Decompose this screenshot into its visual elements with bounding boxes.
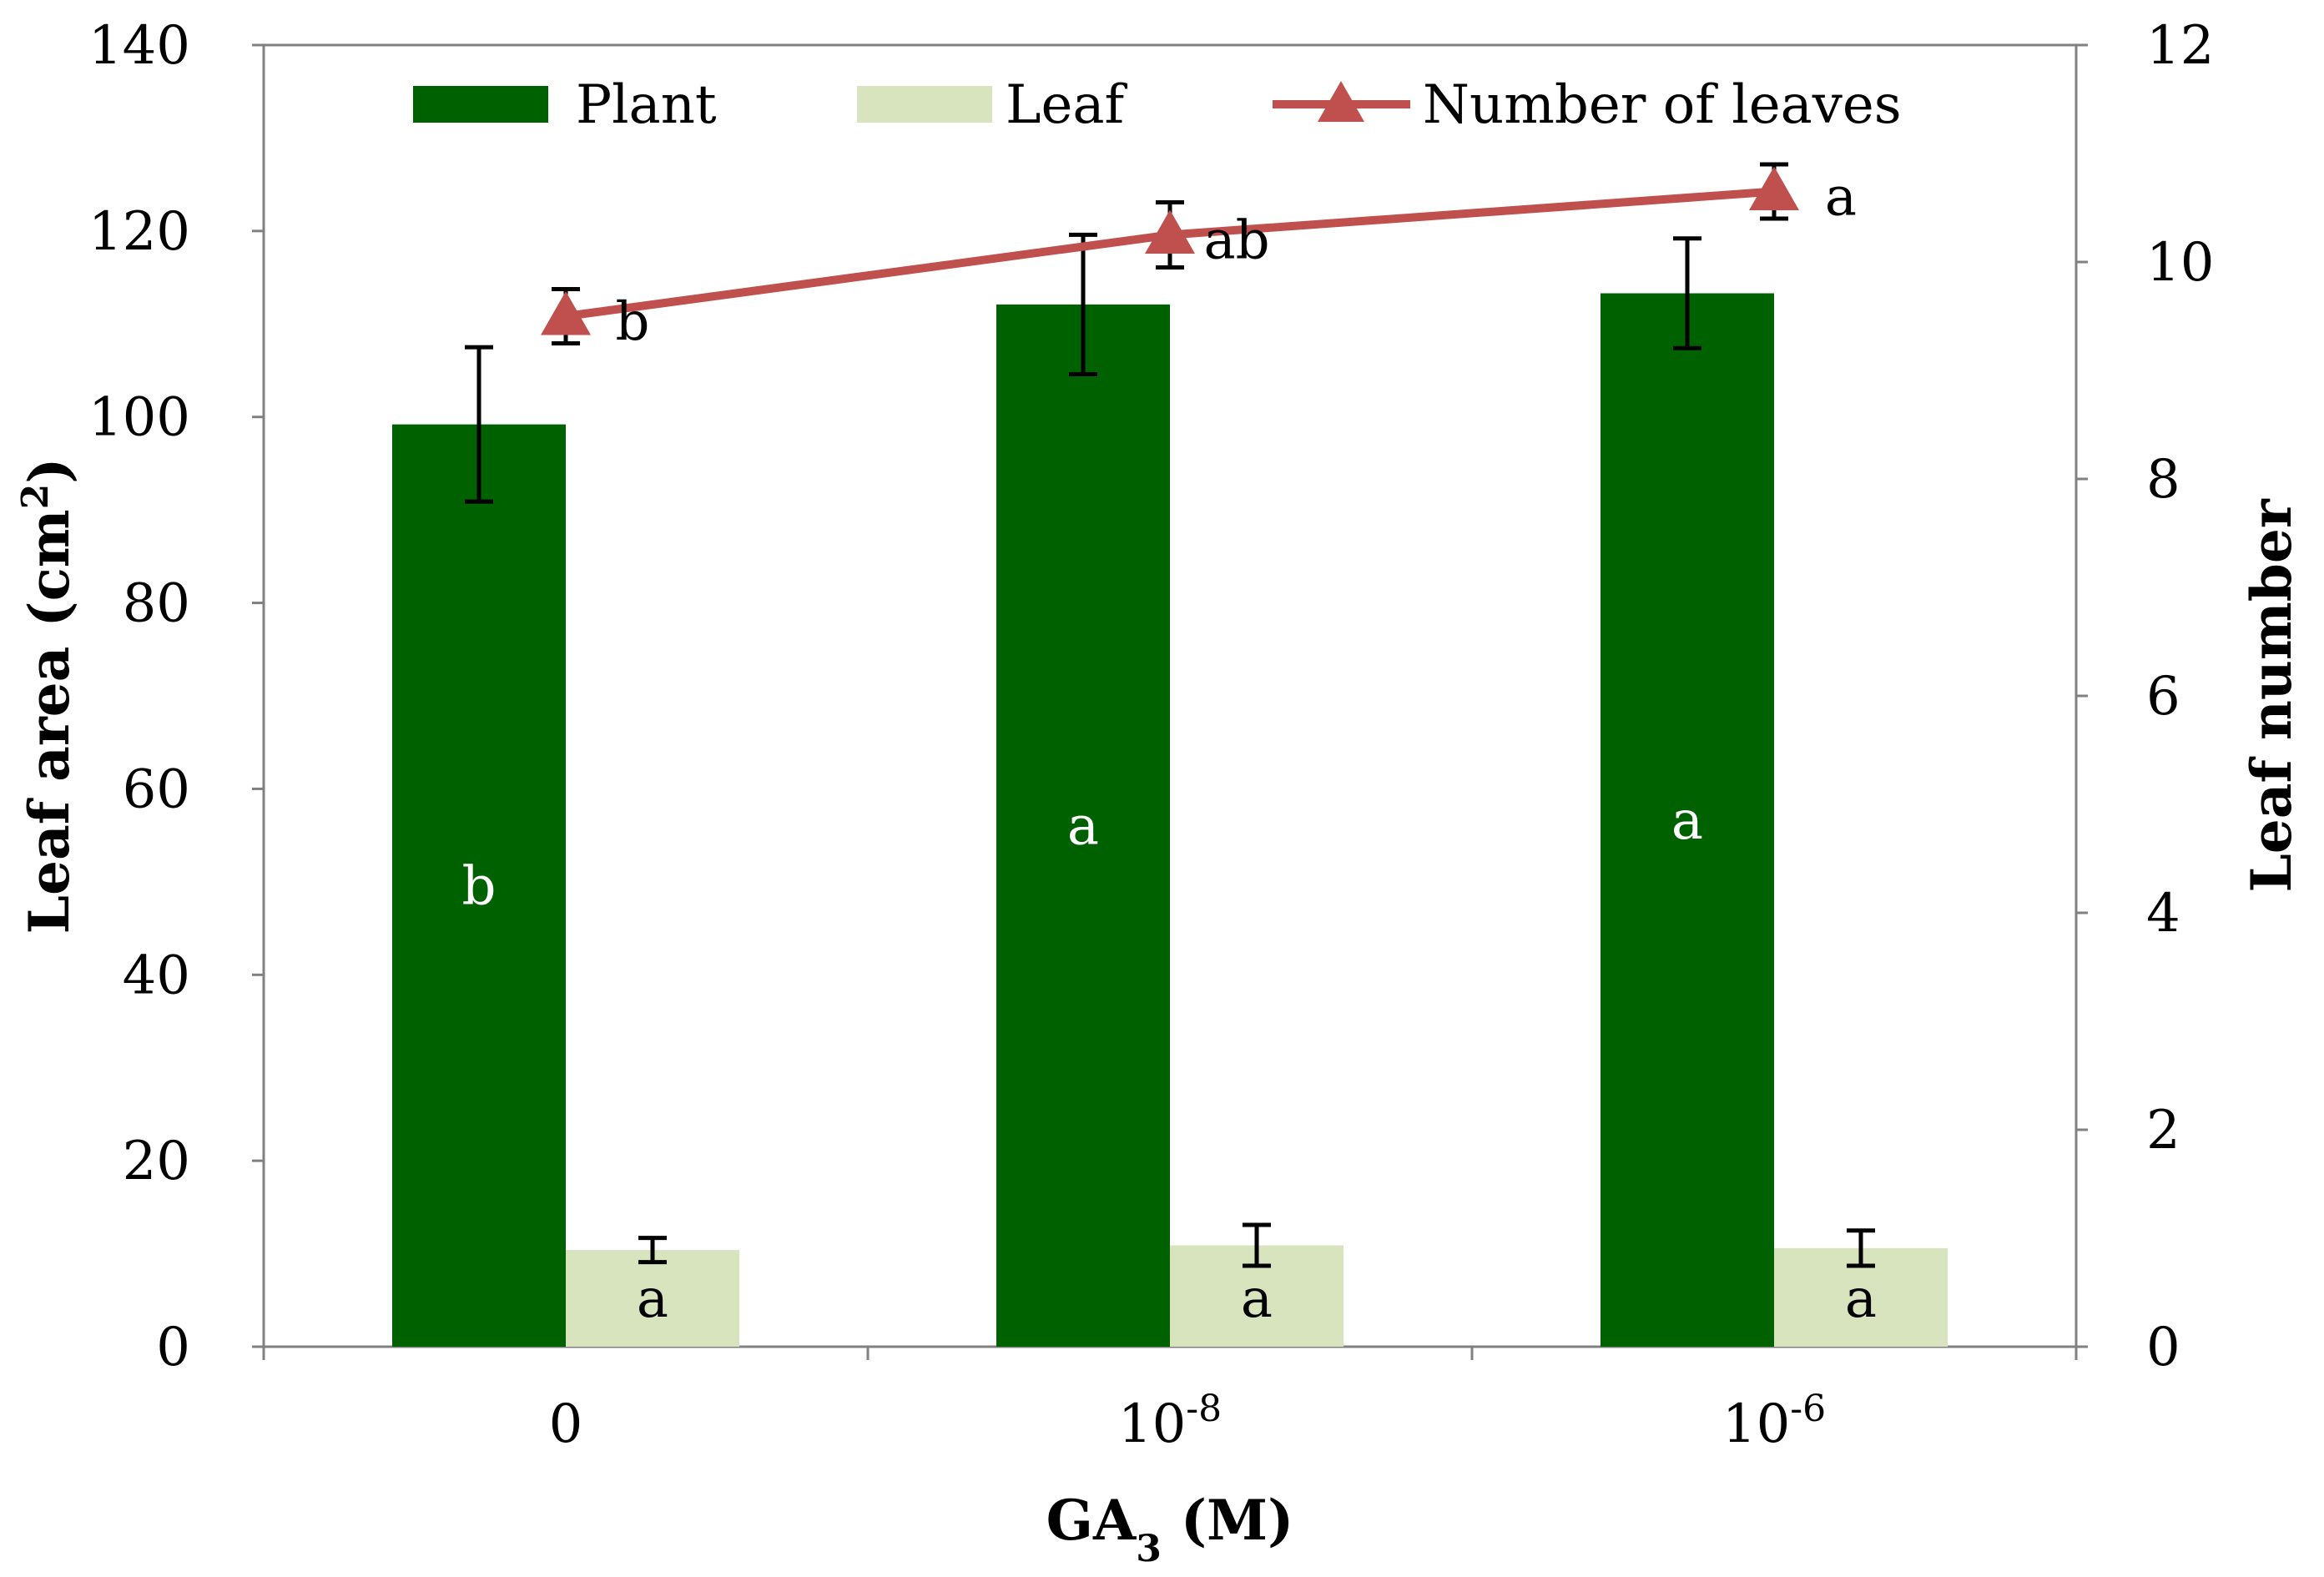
legend-marker-triangle xyxy=(1318,81,1364,122)
legend: Plant Leaf Number of leaves xyxy=(413,74,1902,136)
x-tick-label: 0 xyxy=(549,1393,583,1455)
significance-label: a xyxy=(1845,1268,1877,1330)
legend-label: Number of leaves xyxy=(1423,74,1902,136)
x-axis-title: GA3 (M) xyxy=(1046,1488,1294,1570)
legend-swatch-plant xyxy=(413,86,548,123)
line-marker-triangle xyxy=(541,291,591,335)
y-tick-label: 0 xyxy=(156,1317,190,1378)
y-tick-label: 140 xyxy=(88,15,190,77)
bar-plant xyxy=(1601,293,1774,1347)
y-tick-label: 20 xyxy=(123,1131,190,1192)
y2-tick-label: 8 xyxy=(2146,449,2180,511)
significance-label: b xyxy=(462,855,497,917)
bars-layer xyxy=(392,293,1948,1348)
bar-errors-layer xyxy=(465,232,1875,1268)
y2-tick-label: 4 xyxy=(2146,883,2180,945)
legend-label: Leaf xyxy=(1006,74,1128,136)
significance-label: a xyxy=(1825,167,1857,229)
bar-plant xyxy=(392,424,566,1348)
bar-plant xyxy=(996,304,1170,1347)
x-tick-label: 10-8 xyxy=(1118,1388,1222,1456)
y2-tick-label: 12 xyxy=(2146,15,2214,77)
line-layer xyxy=(541,162,1799,345)
y2-tick-label: 6 xyxy=(2146,666,2180,728)
y-tick-label: 60 xyxy=(123,758,190,820)
y2-tick-label: 0 xyxy=(2146,1317,2180,1378)
significance-label: a xyxy=(637,1268,668,1330)
significance-label: a xyxy=(1241,1268,1273,1330)
y2-tick-label: 2 xyxy=(2146,1100,2180,1161)
y-tick-label: 40 xyxy=(123,945,190,1006)
y2-axis-title: Leaf number xyxy=(2239,498,2304,892)
y-tick-label: 80 xyxy=(123,573,190,635)
y-tick-label: 120 xyxy=(88,201,190,263)
significance-label: a xyxy=(1671,790,1703,852)
y2-tick-label: 10 xyxy=(2146,232,2214,294)
line-marker-triangle xyxy=(1749,166,1799,210)
x-tick-label: 10-6 xyxy=(1722,1388,1826,1456)
y-tick-label: 100 xyxy=(88,387,190,449)
legend-swatch-leaf xyxy=(857,86,992,123)
bar-leaf xyxy=(566,1250,739,1347)
line-marker-triangle xyxy=(1145,209,1195,254)
significance-label: ab xyxy=(1203,210,1269,272)
legend-label: Plant xyxy=(576,74,717,136)
significance-label: a xyxy=(1067,795,1099,857)
significance-label: b xyxy=(616,291,650,353)
y-axis-title: Leaf area (cm2) xyxy=(14,458,83,935)
